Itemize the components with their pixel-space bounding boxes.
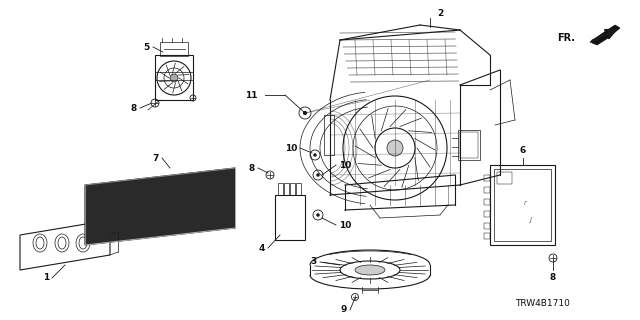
Circle shape: [313, 153, 317, 157]
Text: 8: 8: [249, 164, 255, 172]
Text: 4: 4: [259, 244, 265, 252]
Text: FR.: FR.: [557, 33, 575, 43]
Circle shape: [387, 140, 403, 156]
Text: 6: 6: [520, 146, 526, 155]
Text: r: r: [524, 200, 527, 206]
Text: 8: 8: [550, 273, 556, 282]
Circle shape: [316, 173, 320, 177]
Ellipse shape: [355, 265, 385, 275]
Text: 10: 10: [285, 143, 297, 153]
Text: 10: 10: [339, 161, 351, 170]
Circle shape: [316, 213, 320, 217]
Text: 7: 7: [152, 154, 159, 163]
Text: 10: 10: [339, 220, 351, 229]
Polygon shape: [85, 168, 235, 245]
Text: J: J: [529, 217, 531, 223]
Text: 2: 2: [437, 9, 444, 18]
Text: 8: 8: [131, 103, 137, 113]
Text: 9: 9: [340, 306, 347, 315]
Text: 3: 3: [311, 258, 317, 267]
Polygon shape: [590, 25, 620, 45]
Circle shape: [303, 111, 307, 115]
Circle shape: [170, 74, 178, 82]
Text: 11: 11: [246, 91, 258, 100]
Text: 1: 1: [43, 274, 49, 283]
Text: TRW4B1710: TRW4B1710: [515, 299, 570, 308]
Text: 5: 5: [144, 43, 150, 52]
